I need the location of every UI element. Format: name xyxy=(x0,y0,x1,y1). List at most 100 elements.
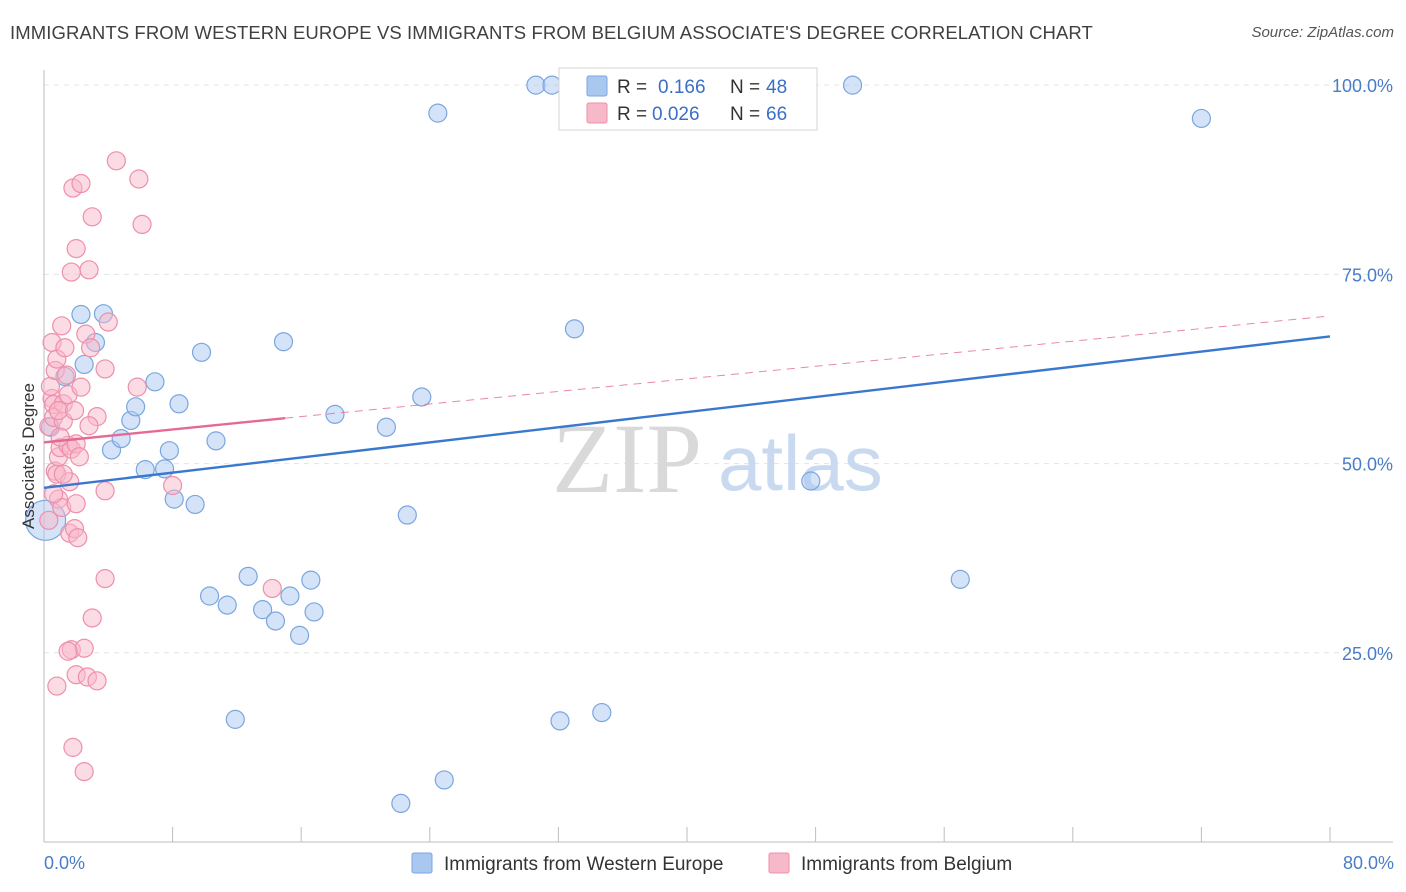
point-belgium xyxy=(74,762,94,782)
point-western-europe xyxy=(185,494,205,515)
y-tick-label: 100.0% xyxy=(1332,76,1393,96)
point-western-europe xyxy=(1191,108,1212,129)
y-tick-label: 50.0% xyxy=(1342,455,1393,475)
legend-swatch-blue xyxy=(586,75,608,97)
watermark: ZIP atlas xyxy=(552,403,883,514)
point-belgium xyxy=(87,671,107,691)
chart-title: IMMIGRANTS FROM WESTERN EUROPE VS IMMIGR… xyxy=(10,22,1093,43)
point-belgium xyxy=(48,400,69,421)
point-belgium xyxy=(95,481,115,501)
point-belgium xyxy=(44,484,64,504)
point-western-europe xyxy=(238,566,258,586)
legend-n-label: N = xyxy=(730,104,760,125)
point-belgium xyxy=(64,400,85,421)
point-western-europe xyxy=(126,397,146,417)
point-western-europe xyxy=(280,586,300,606)
point-belgium xyxy=(71,377,91,397)
point-western-europe xyxy=(225,709,245,729)
point-western-europe xyxy=(801,471,821,491)
point-western-europe xyxy=(412,387,432,407)
trend-line-belgium-extension xyxy=(285,315,1331,419)
point-belgium xyxy=(61,262,81,282)
point-western-europe xyxy=(74,354,94,375)
point-belgium xyxy=(52,316,72,336)
point-western-europe xyxy=(169,394,189,414)
point-western-europe xyxy=(376,417,396,437)
point-belgium xyxy=(47,676,67,696)
stats-legend: R = 0.166 N = 48 R = 0.026 N = 66 xyxy=(558,67,818,131)
point-western-europe xyxy=(135,460,155,480)
point-western-europe xyxy=(265,611,286,631)
point-western-europe xyxy=(273,332,294,352)
point-western-europe xyxy=(301,570,321,590)
point-western-europe xyxy=(253,600,273,620)
trend-lines xyxy=(43,315,1331,489)
point-belgium xyxy=(106,151,126,171)
point-western-europe xyxy=(564,319,585,339)
point-belgium xyxy=(53,464,73,484)
series-legend: Immigrants from Western Europe Immigrant… xyxy=(411,852,1012,875)
legend-r-value: 0.026 xyxy=(652,104,700,125)
point-belgium xyxy=(56,365,77,385)
point-belgium xyxy=(63,737,83,757)
point-belgium xyxy=(262,578,282,599)
point-belgium xyxy=(127,377,147,397)
point-belgium xyxy=(66,494,86,514)
trend-line-belgium xyxy=(43,416,286,444)
point-western-europe xyxy=(592,702,612,723)
series-legend-swatch-pink xyxy=(768,852,790,874)
x-tick-label-min: 0.0% xyxy=(44,853,85,873)
point-western-europe xyxy=(526,75,546,95)
point-belgium xyxy=(68,528,88,548)
point-western-europe xyxy=(325,404,345,424)
point-western-europe xyxy=(289,625,310,645)
point-western-europe xyxy=(145,372,165,392)
point-belgium xyxy=(82,207,102,227)
watermark-zip: ZIP xyxy=(552,403,702,514)
point-belgium xyxy=(39,510,59,530)
point-western-europe xyxy=(950,569,970,589)
legend-r-label: R = xyxy=(617,104,647,125)
axes xyxy=(43,70,1393,843)
point-belgium xyxy=(79,260,99,280)
legend-n-label: N = xyxy=(730,77,760,98)
point-belgium xyxy=(129,169,149,189)
legend-r-value: 0.166 xyxy=(658,77,706,98)
watermark-atlas: atlas xyxy=(718,419,883,507)
legend-r-label: R = xyxy=(617,77,647,98)
point-belgium xyxy=(79,416,99,436)
point-western-europe xyxy=(397,505,417,525)
series-legend-label-belgium: Immigrants from Belgium xyxy=(801,854,1012,875)
point-western-europe xyxy=(842,75,863,95)
point-belgium xyxy=(81,338,101,358)
point-western-europe xyxy=(550,711,570,731)
point-belgium xyxy=(74,638,94,658)
point-western-europe xyxy=(434,770,454,790)
grid-lines xyxy=(44,84,1393,654)
y-axis-title: Associate's Degree xyxy=(19,383,38,529)
x-tick-labels: 0.0% 80.0% xyxy=(44,853,1394,873)
point-belgium xyxy=(71,173,91,194)
point-belgium xyxy=(163,475,183,496)
point-belgium xyxy=(40,376,61,396)
point-belgium xyxy=(69,447,89,467)
point-western-europe xyxy=(159,441,179,461)
series-legend-label-western-europe: Immigrants from Western Europe xyxy=(444,854,723,875)
point-western-europe xyxy=(428,103,448,123)
y-tick-label: 75.0% xyxy=(1342,265,1393,285)
point-belgium xyxy=(66,239,86,259)
x-tick-label-max: 80.0% xyxy=(1343,853,1394,873)
data-points xyxy=(25,75,1212,814)
series-legend-swatch-blue xyxy=(411,852,433,874)
point-western-europe xyxy=(199,586,220,606)
point-western-europe xyxy=(191,342,212,362)
point-western-europe xyxy=(217,595,237,615)
point-belgium xyxy=(95,569,115,589)
point-western-europe xyxy=(304,602,324,622)
point-western-europe xyxy=(391,793,411,814)
point-belgium xyxy=(132,214,152,234)
point-belgium xyxy=(82,608,102,628)
legend-n-value: 66 xyxy=(766,104,787,125)
trend-line-western-europe xyxy=(43,335,1331,489)
